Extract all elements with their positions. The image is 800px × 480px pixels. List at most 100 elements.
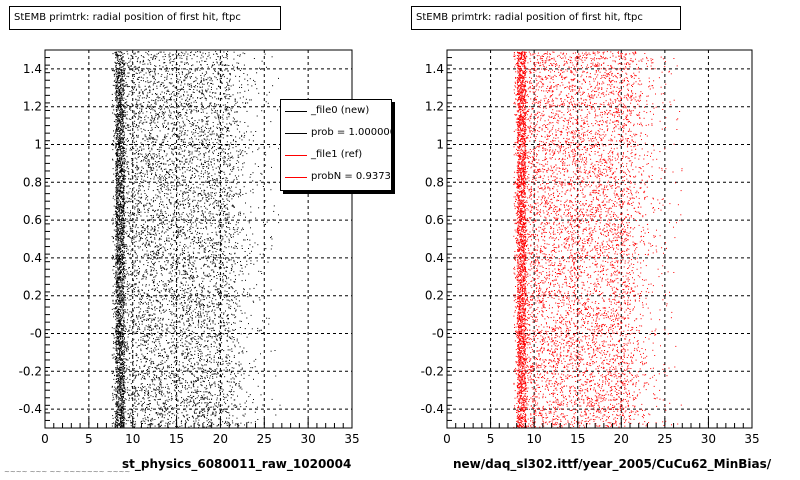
scatter-point [198,239,200,241]
scatter-point [218,316,220,318]
scatter-point [150,274,152,276]
scatter-point [216,399,218,401]
scatter-point [121,164,123,166]
scatter-point [200,57,202,59]
scatter-point [131,394,133,396]
scatter-point [202,93,204,94]
scatter-point [150,119,152,121]
scatter-point [123,181,125,183]
scatter-point [116,179,118,181]
scatter-point [117,414,119,416]
scatter-point [170,189,171,191]
scatter-point [121,406,123,408]
scatter-point [194,221,196,223]
scatter-point [133,131,135,133]
scatter-point [161,111,163,113]
scatter-point [185,176,187,178]
scatter-point [217,104,219,106]
scatter-point [133,112,135,114]
scatter-point [192,73,194,74]
scatter-point [131,94,133,96]
scatter-point [128,274,130,276]
scatter-point [181,130,183,132]
scatter-point [197,377,199,379]
scatter-point [200,227,202,229]
scatter-point [246,351,248,353]
scatter-point [271,56,273,58]
scatter-point [174,385,176,387]
scatter-point [147,397,149,399]
scatter-point [226,354,228,356]
scatter-point [119,171,121,173]
scatter-point [119,216,120,218]
scatter-point [170,123,172,125]
scatter-point [116,295,118,297]
scatter-point [167,262,169,264]
scatter-point [192,368,194,370]
scatter-point [232,84,234,86]
scatter-point [144,410,146,412]
scatter-point [200,126,202,128]
scatter-point [140,89,142,91]
scatter-point [120,55,122,56]
scatter-point [262,404,264,406]
scatter-point [146,53,148,55]
scatter-point [202,397,204,399]
scatter-point [123,83,125,84]
scatter-point [238,300,240,302]
scatter-point [113,341,114,343]
scatter-point [188,142,190,144]
scatter-point [249,220,251,222]
scatter-point [221,178,223,180]
scatter-point [230,237,232,238]
scatter-point [136,315,138,317]
scatter-point [133,183,135,184]
scatter-point [162,363,164,365]
scatter-point [222,214,224,216]
scatter-point [228,370,230,372]
scatter-point [204,415,205,417]
scatter-point [145,285,147,287]
scatter-point [119,373,121,374]
scatter-point [141,153,143,155]
scatter-point [117,109,119,111]
scatter-point [173,248,175,250]
scatter-point [136,107,138,109]
scatter-point [185,111,187,113]
scatter-point [135,353,137,355]
scatter-point [145,88,147,90]
scatter-point [222,253,224,255]
scatter-point [233,355,235,357]
scatter-point [157,338,159,340]
scatter-point [222,191,224,193]
scatter-point [220,136,222,138]
scatter-point [123,53,125,54]
scatter-point [120,411,122,413]
scatter-point [175,57,177,59]
scatter-point [151,147,153,149]
scatter-point [126,245,128,247]
scatter-point [229,193,231,195]
scatter-point [113,303,115,305]
scatter-point [208,419,210,421]
scatter-point [119,141,121,143]
scatter-point [214,76,216,78]
scatter-point [122,246,124,248]
scatter-point [226,369,228,371]
scatter-point [117,181,119,182]
scatter-point [118,179,120,181]
scatter-point [183,297,185,298]
scatter-point [207,376,208,378]
scatter-point [166,360,168,362]
scatter-point [139,86,141,88]
scatter-point [158,300,160,302]
scatter-point [192,285,194,286]
scatter-point [123,106,125,108]
scatter-point [199,336,201,338]
scatter-point [182,109,184,111]
scatter-point [238,169,240,171]
scatter-point [214,103,216,104]
scatter-point [182,290,184,292]
scatter-point [144,89,146,91]
scatter-point [115,420,117,422]
